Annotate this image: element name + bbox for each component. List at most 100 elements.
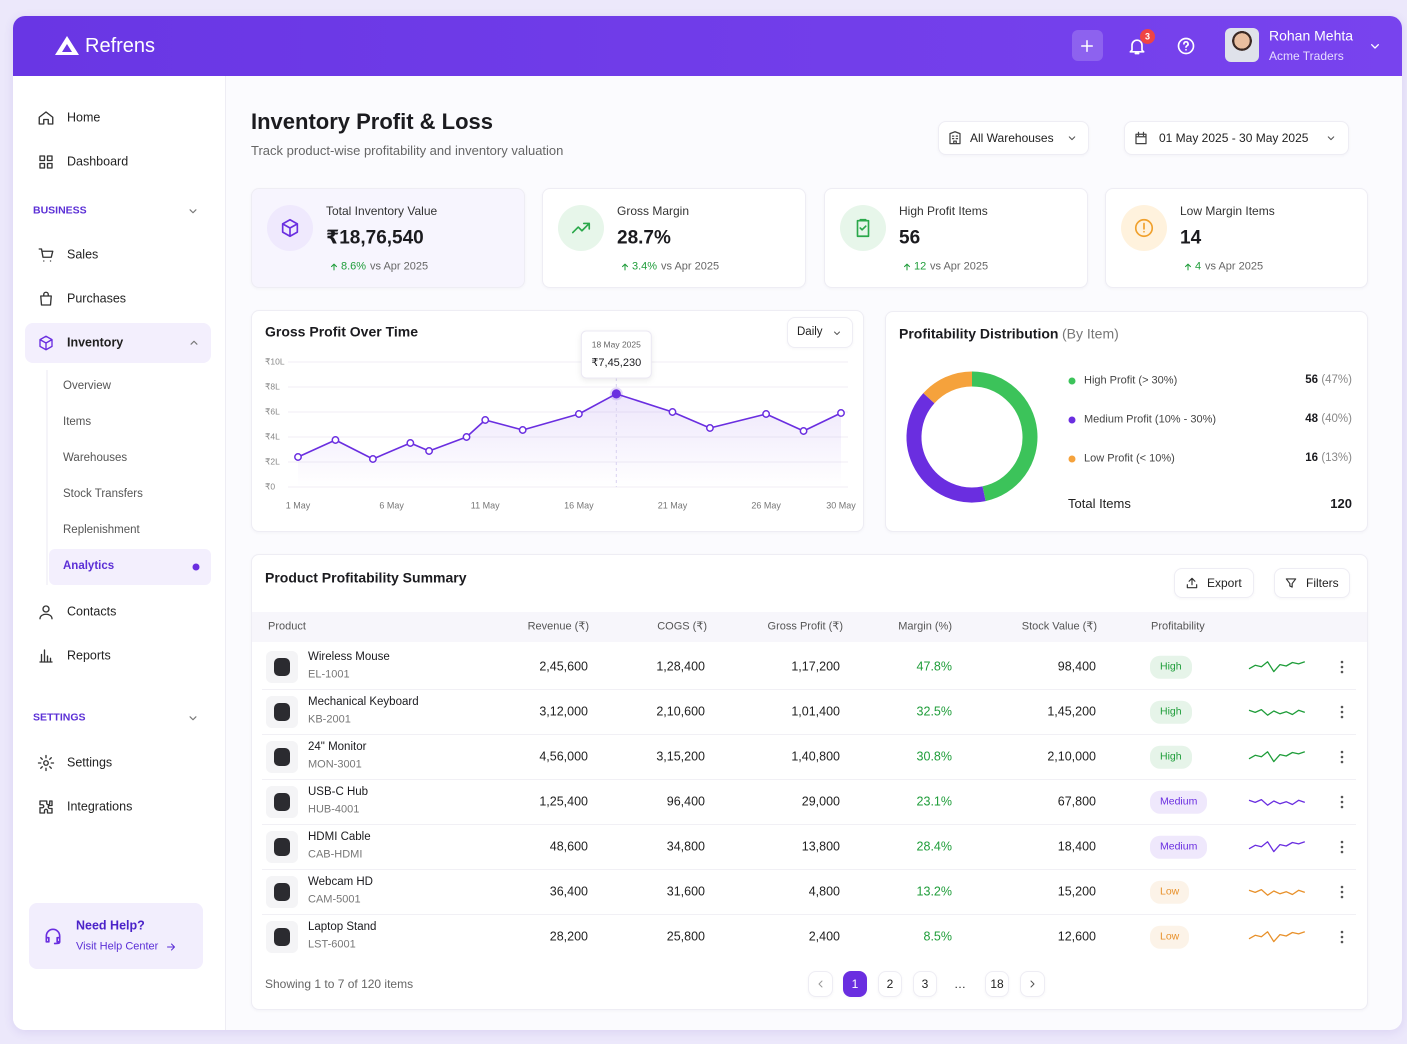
submenu-item[interactable]: Stock Transfers <box>63 488 143 501</box>
row-menu[interactable] <box>1334 882 1350 902</box>
nav-item[interactable]: Inventory <box>67 335 124 350</box>
total-label: Total Items <box>1068 496 1131 512</box>
nav-item[interactable]: Reports <box>67 648 111 663</box>
product-shape <box>274 883 290 901</box>
legend-share: (47%) <box>1321 374 1352 387</box>
product-name: HDMI Cable <box>308 831 371 844</box>
kpi-change: 12 <box>914 260 927 273</box>
kpi-value: ₹18,76,540 <box>326 227 424 249</box>
product-shape <box>274 928 290 946</box>
kpi-icon-bg <box>840 205 886 251</box>
cell: 15,200 <box>1057 884 1096 899</box>
nav-item[interactable]: Dashboard <box>67 154 129 169</box>
add-button[interactable] <box>1072 30 1103 61</box>
cell: 2,10,000 <box>1047 749 1096 764</box>
submenu-item[interactable]: Overview <box>63 380 111 393</box>
page-number[interactable]: 3 <box>921 976 929 991</box>
kpi-label: Gross Margin <box>617 203 690 218</box>
cell: 1,45,200 <box>1047 704 1096 719</box>
product-sku: MON-3001 <box>308 758 362 771</box>
filters-button[interactable] <box>1274 568 1350 598</box>
row-menu[interactable] <box>1334 837 1350 857</box>
cell: 1,25,400 <box>539 794 588 809</box>
legend-share: (40%) <box>1321 413 1352 426</box>
product-name: Wireless Mouse <box>308 651 390 664</box>
profitability-badge: High <box>1150 745 1192 769</box>
page-button[interactable] <box>878 971 902 997</box>
warehouse-value: All Warehouses <box>970 130 1054 145</box>
kpi-compare: vs Apr 2025 <box>370 260 429 273</box>
page-number[interactable]: … <box>954 976 966 991</box>
date-range: 01 May 2025 - 30 May 2025 <box>1159 130 1309 145</box>
cell: 1,17,200 <box>791 659 840 674</box>
product-shape <box>274 838 290 856</box>
kpi-icon-bg <box>558 205 604 251</box>
prev-page[interactable] <box>808 971 833 997</box>
nav-item[interactable]: Contacts <box>67 604 117 619</box>
next-page[interactable] <box>1020 971 1045 997</box>
submenu-item[interactable]: Replenishment <box>63 524 140 537</box>
button-label[interactable]: Export <box>1207 575 1242 590</box>
kpi-icon-bg <box>267 205 313 251</box>
row-menu[interactable] <box>1334 927 1350 947</box>
period-select[interactable] <box>787 317 853 348</box>
nav-item[interactable]: Sales <box>67 247 99 262</box>
submenu-item[interactable]: Items <box>63 416 92 429</box>
page-number[interactable]: 2 <box>886 976 894 991</box>
cell: 12,600 <box>1057 929 1096 944</box>
cell: 4,56,000 <box>539 749 588 764</box>
nav-item[interactable]: Settings <box>67 755 113 770</box>
product-shape <box>274 748 290 766</box>
kpi-compare: vs Apr 2025 <box>930 260 989 273</box>
warehouse-select[interactable] <box>938 121 1089 155</box>
row-menu[interactable] <box>1334 747 1350 767</box>
product-name: Laptop Stand <box>308 921 377 934</box>
page-button[interactable] <box>913 971 937 997</box>
page-button[interactable] <box>843 971 867 997</box>
row-menu[interactable] <box>1334 657 1350 677</box>
date-range-select[interactable] <box>1124 121 1349 155</box>
cell: 13,800 <box>801 839 840 854</box>
cell: 18,400 <box>1057 839 1096 854</box>
button-label[interactable]: Filters <box>1306 575 1339 590</box>
kpi-label: Low Margin Items <box>1180 203 1275 218</box>
submenu-item[interactable]: Analytics <box>63 560 115 573</box>
submenu-item[interactable]: Warehouses <box>63 452 128 465</box>
page-button[interactable] <box>985 971 1009 997</box>
row-menu[interactable] <box>1334 702 1350 722</box>
cell: 28,200 <box>549 929 588 944</box>
submenu-active <box>49 549 211 585</box>
profitability-badge: Low <box>1150 925 1190 949</box>
cell: 30.8% <box>916 749 952 764</box>
page-number[interactable]: 18 <box>990 976 1004 991</box>
legend-value: 56 <box>1305 374 1318 387</box>
cell: 3,12,000 <box>539 704 588 719</box>
nav-item[interactable]: Integrations <box>67 799 133 814</box>
cell: 1,01,400 <box>791 704 840 719</box>
page-number[interactable]: 1 <box>851 976 859 991</box>
nav-item[interactable]: Home <box>67 110 101 125</box>
section-title: BUSINESS <box>33 204 87 217</box>
nav-item[interactable]: Purchases <box>67 291 127 306</box>
page-title: Inventory Profit & Loss <box>251 108 494 134</box>
page-subtitle: Track product-wise profitability and inv… <box>251 143 564 159</box>
cell: 2,400 <box>808 929 840 944</box>
help-box[interactable] <box>29 903 203 969</box>
product-name: 24" Monitor <box>308 741 367 754</box>
help-link[interactable]: Visit Help Center <box>76 940 159 953</box>
avatar[interactable] <box>1225 28 1259 62</box>
cell: 8.5% <box>923 929 953 944</box>
chart-subtitle: (By Item) <box>1062 325 1119 342</box>
row-menu[interactable] <box>1334 792 1350 812</box>
product-sku: KB-2001 <box>308 713 351 726</box>
column-header: Product <box>268 620 306 633</box>
column-header: Revenue (₹) <box>527 620 589 633</box>
cell: 1,40,800 <box>791 749 840 764</box>
cell: 48,600 <box>549 839 588 854</box>
table-title: Product Profitability Summary <box>265 569 467 586</box>
legend-value: 16 <box>1305 452 1318 465</box>
user-company: Acme Traders <box>1269 48 1344 63</box>
legend-label: Medium Profit (10% - 30%) <box>1084 413 1217 426</box>
product-name: Webcam HD <box>308 876 373 889</box>
